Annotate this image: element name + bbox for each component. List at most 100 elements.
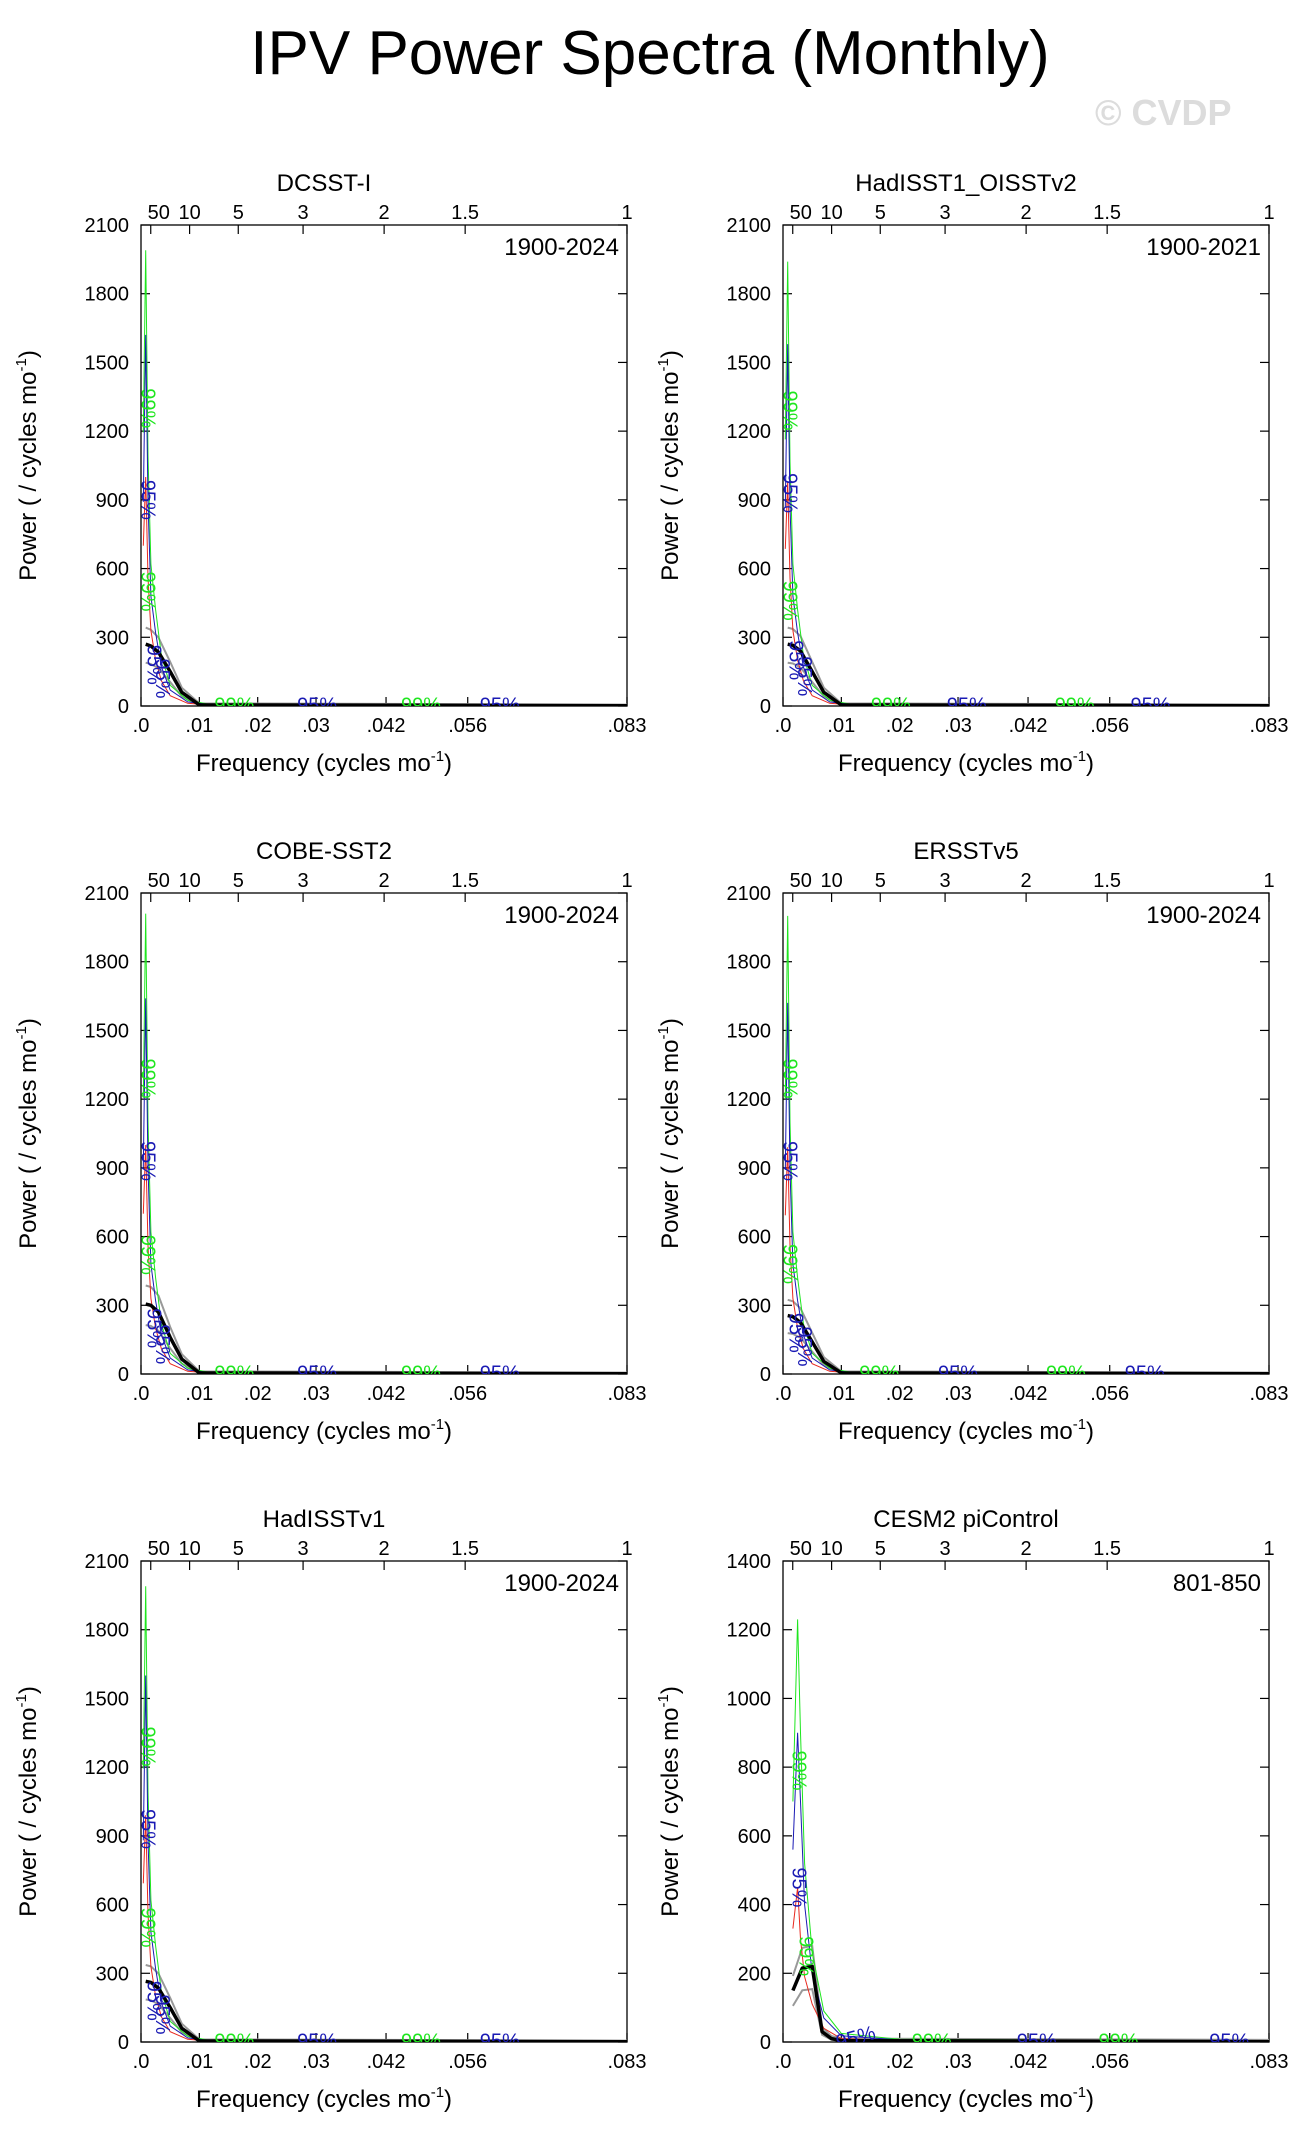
y-axis-label: Power ( / cycles mo-1) bbox=[13, 1686, 42, 1917]
spectrum-line bbox=[787, 642, 1269, 706]
x-tick-label: .056 bbox=[1090, 715, 1129, 737]
top-tick-label: 1.5 bbox=[451, 1538, 479, 1560]
x-tick-label: .042 bbox=[1009, 2051, 1048, 2073]
y-tick-label: 1500 bbox=[85, 1688, 130, 1710]
sig-annotation-95: 95% bbox=[834, 2022, 879, 2054]
x-tick-label: .01 bbox=[827, 715, 855, 737]
y-tick-label: 1800 bbox=[727, 952, 772, 974]
x-tick-label: .056 bbox=[448, 1383, 487, 1405]
plot-frame bbox=[782, 1560, 1270, 2043]
top-tick-label: 1.5 bbox=[1093, 870, 1121, 892]
plot-frame bbox=[140, 224, 628, 707]
ci-upper-line bbox=[145, 626, 627, 706]
sig-annotation-95: 95% bbox=[793, 656, 815, 696]
top-tick-label: 5 bbox=[233, 202, 244, 224]
top-tick-label: 1 bbox=[621, 1538, 632, 1560]
x-tick-label: .083 bbox=[608, 715, 647, 737]
chart-panel-1: DCSST-I1900-2024030060090012001500180021… bbox=[13, 170, 646, 777]
x-tick-label: .03 bbox=[944, 1383, 972, 1405]
sig-annotation-99: 99% bbox=[401, 694, 441, 716]
ci-upper-line bbox=[787, 626, 1269, 706]
y-axis-label: Power ( / cycles mo-1) bbox=[655, 350, 684, 581]
y-tick-label: 1400 bbox=[727, 1551, 772, 1573]
top-tick-label: 2 bbox=[1021, 202, 1032, 224]
y-tick-label: 0 bbox=[118, 696, 129, 718]
y-tick-label: 800 bbox=[738, 1757, 771, 1779]
y-tick-label: 900 bbox=[738, 1158, 771, 1180]
top-tick-label: 3 bbox=[298, 1538, 309, 1560]
x-tick-label: .02 bbox=[886, 2051, 914, 2073]
plot-area: 99% 95% 99% 95% 99% 95% 99% 95% bbox=[787, 1619, 1269, 2054]
sig-annotation-95: 95% bbox=[142, 1981, 164, 2021]
y-tick-label: 2100 bbox=[727, 883, 772, 905]
y-tick-label: 400 bbox=[738, 1895, 771, 1917]
y-tick-label: 1500 bbox=[85, 1020, 130, 1042]
y-tick-label: 600 bbox=[96, 1895, 129, 1917]
sig-annotation-95: 95% bbox=[1209, 2030, 1249, 2052]
sig-annotation-95: 95% bbox=[1125, 1362, 1165, 1384]
y-tick-label: 900 bbox=[96, 1826, 129, 1848]
x-tick-label: .02 bbox=[886, 715, 914, 737]
sig-annotation-99: 99% bbox=[794, 1936, 816, 1976]
top-tick-label: 2 bbox=[379, 870, 390, 892]
y-axis-label: Power ( / cycles mo-1) bbox=[13, 350, 42, 581]
x-tick-label: .01 bbox=[185, 1383, 213, 1405]
top-tick-label: 10 bbox=[178, 1538, 200, 1560]
y-tick-label: 2100 bbox=[85, 1551, 130, 1573]
top-tick-label: 3 bbox=[940, 202, 951, 224]
y-tick-label: 1500 bbox=[727, 352, 772, 374]
ci-upper-line bbox=[145, 1964, 627, 2042]
x-axis-label: Frequency (cycles mo-1) bbox=[196, 1416, 452, 1445]
sig99-line bbox=[142, 913, 627, 1374]
red-noise-line bbox=[784, 481, 1269, 706]
period-label: 1900-2024 bbox=[504, 234, 619, 261]
x-tick-label: .042 bbox=[1009, 1383, 1048, 1405]
sig-annotation-99: 99% bbox=[787, 1751, 809, 1791]
sig-annotation-95: 95% bbox=[1017, 2030, 1057, 2052]
x-tick-label: .01 bbox=[185, 2051, 213, 2073]
sig-annotation-95: 95% bbox=[151, 1324, 173, 1364]
sig-annotation-95: 95% bbox=[779, 473, 801, 513]
sig-annotation-99: 99% bbox=[137, 1907, 159, 1947]
sig-annotation-95: 95% bbox=[480, 2030, 520, 2052]
y-tick-label: 900 bbox=[96, 1158, 129, 1180]
y-tick-label: 0 bbox=[118, 2032, 129, 2054]
y-tick-label: 0 bbox=[760, 2032, 771, 2054]
top-tick-label: 50 bbox=[148, 1538, 170, 1560]
sig-annotation-99: 99% bbox=[137, 1235, 159, 1275]
x-tick-label: .02 bbox=[244, 2051, 272, 2073]
chart-panel-5: HadISSTv1 1900-2024 0 300 600 900 1200 1500 1800… bbox=[13, 1506, 646, 2113]
sig95-line bbox=[142, 998, 627, 1374]
plot-frame bbox=[782, 224, 1270, 707]
x-tick-label: .03 bbox=[944, 2051, 972, 2073]
spectrum-line bbox=[145, 642, 627, 706]
y-tick-label: 900 bbox=[96, 490, 129, 512]
y-tick-label: 2100 bbox=[727, 215, 772, 237]
period-label: 1900-2024 bbox=[504, 1570, 619, 1597]
sig-annotation-99: 99% bbox=[214, 2030, 254, 2052]
y-tick-label: 200 bbox=[738, 1963, 771, 1985]
y-tick-label: 300 bbox=[738, 627, 771, 649]
sig-annotation-99: 99% bbox=[871, 694, 911, 716]
sig-annotation-99: 99% bbox=[779, 391, 801, 431]
top-tick-label: 1 bbox=[621, 202, 632, 224]
sig-annotation-99: 99% bbox=[1055, 694, 1095, 716]
x-axis-label: Frequency (cycles mo-1) bbox=[838, 1416, 1094, 1445]
top-tick-label: 2 bbox=[379, 1538, 390, 1560]
sig-annotation-95: 95% bbox=[137, 1809, 159, 1849]
sig-annotation-95: 95% bbox=[137, 1141, 159, 1181]
top-tick-label: 1 bbox=[1263, 870, 1274, 892]
x-tick-label: .02 bbox=[886, 1383, 914, 1405]
plot-frame bbox=[140, 1560, 628, 2043]
top-tick-label: 5 bbox=[875, 202, 886, 224]
y-tick-label: 600 bbox=[738, 1826, 771, 1848]
x-tick-label: .0 bbox=[133, 715, 150, 737]
sig-annotation-95: 95% bbox=[297, 2030, 337, 2052]
top-tick-label: 3 bbox=[940, 1538, 951, 1560]
x-tick-label: .083 bbox=[1250, 2051, 1289, 2073]
top-tick-label: 10 bbox=[820, 870, 842, 892]
x-tick-label: .056 bbox=[1090, 2051, 1129, 2073]
y-tick-label: 600 bbox=[96, 1227, 129, 1249]
red-noise-line bbox=[142, 1144, 627, 1374]
sig95-line bbox=[792, 1732, 1269, 2042]
